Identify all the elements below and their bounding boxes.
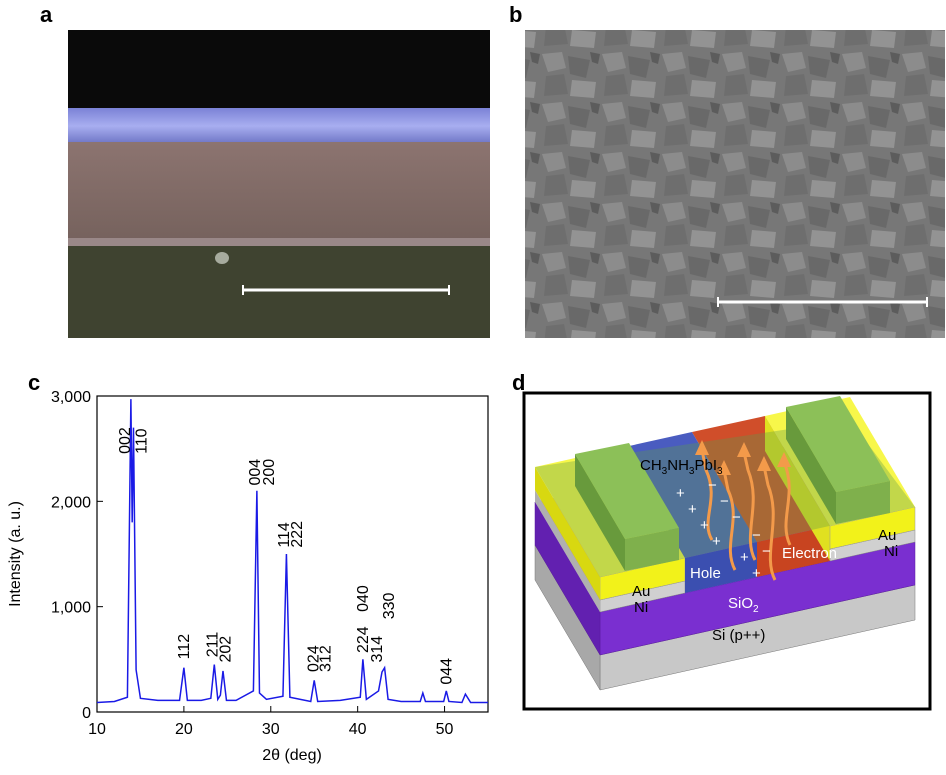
peak-label: 330 xyxy=(381,593,398,620)
electron-label: Electron xyxy=(782,545,837,562)
xrd-chart: 2θ (deg) Intensity (a. u.) 10 20 30 40 50 0 1,… xyxy=(7,389,489,764)
si-label: Si (p++) xyxy=(712,627,765,644)
peak-label: 200 xyxy=(261,459,278,486)
electron-sign: − xyxy=(732,509,741,526)
peak-label: 224 xyxy=(355,626,372,653)
y-tick-label: 1,000 xyxy=(51,600,91,617)
x-axis-label: 2θ (deg) xyxy=(262,747,322,764)
peak-label: 114 xyxy=(276,522,293,548)
hole-label: Hole xyxy=(690,565,721,582)
electron-sign: − xyxy=(752,527,761,544)
peak-label: 044 xyxy=(438,658,455,685)
ni-label: Ni xyxy=(884,543,898,560)
peak-label: 314 xyxy=(369,636,386,663)
au-label: Au xyxy=(632,583,650,600)
x-tick-label: 20 xyxy=(175,721,193,738)
peak-label: 004 xyxy=(247,459,264,486)
peak-label: 112 xyxy=(176,634,193,660)
sem-top-view xyxy=(525,30,945,338)
peak-label: 211 xyxy=(205,632,222,658)
panel-label: b xyxy=(509,2,522,27)
peak-label: 110 xyxy=(133,428,150,454)
hole-sign: + xyxy=(752,565,761,582)
plot-frame xyxy=(96,395,489,713)
hole-sign: + xyxy=(688,501,697,518)
peak-label: 312 xyxy=(318,645,335,672)
y-axis-label: Intensity (a. u.) xyxy=(7,501,24,607)
device-diagram: CH3NH3PbI3 Au Ni Au Ni SiO2 Si (p++) Hol… xyxy=(522,391,932,711)
xrd-line xyxy=(96,399,488,704)
formula-label: CH3NH3PbI3 xyxy=(640,457,723,477)
y-tick-label: 2,000 xyxy=(51,494,91,511)
electron-sign: − xyxy=(708,477,717,494)
electron-sign: − xyxy=(762,543,771,560)
peak-label: 222 xyxy=(289,521,306,548)
x-tick-label: 40 xyxy=(349,721,367,738)
x-tick-label: 30 xyxy=(262,721,280,738)
au-label: Au xyxy=(878,527,896,544)
x-tick-label: 10 xyxy=(88,721,106,738)
panel-label: a xyxy=(40,2,53,27)
panel-label: d xyxy=(512,370,525,395)
y-tick-label: 3,000 xyxy=(51,389,91,406)
peak-label: 202 xyxy=(218,636,235,663)
hole-sign: + xyxy=(740,549,749,566)
x-tick-label: 50 xyxy=(436,721,454,738)
y-tick-label: 0 xyxy=(82,705,91,722)
peak-label: 002 xyxy=(117,427,134,454)
panel-label: c xyxy=(28,370,40,395)
peak-label: 024 xyxy=(305,645,322,672)
hole-sign: + xyxy=(676,485,685,502)
sem-cross-section xyxy=(68,30,490,338)
sio2-label: SiO2 xyxy=(728,595,759,615)
hole-sign: + xyxy=(712,533,721,550)
electron-sign: − xyxy=(720,493,729,510)
hole-sign: + xyxy=(700,517,709,534)
peak-label: 040 xyxy=(355,585,372,612)
ni-label: Ni xyxy=(634,599,648,616)
